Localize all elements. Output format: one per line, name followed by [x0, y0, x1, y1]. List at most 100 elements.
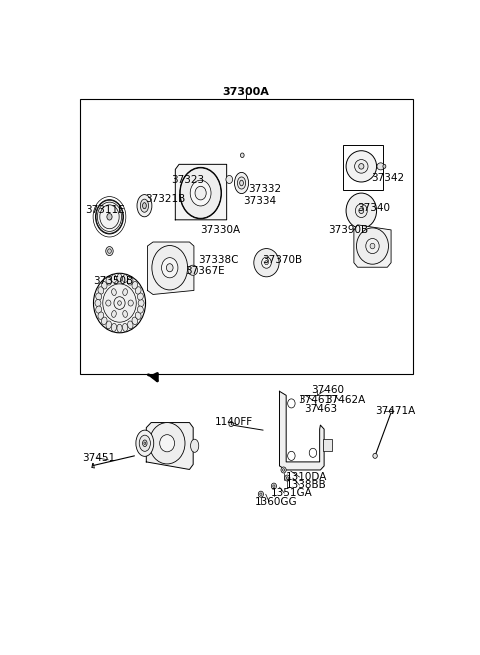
Ellipse shape	[143, 440, 147, 447]
Ellipse shape	[108, 249, 111, 253]
Text: 37323: 37323	[172, 176, 205, 185]
Text: 1351GA: 1351GA	[271, 488, 312, 498]
Ellipse shape	[355, 160, 368, 173]
Ellipse shape	[264, 261, 268, 265]
Polygon shape	[175, 164, 227, 220]
Ellipse shape	[254, 248, 279, 277]
Text: 1140FF: 1140FF	[215, 417, 252, 427]
Ellipse shape	[286, 477, 288, 479]
Ellipse shape	[288, 451, 295, 460]
Ellipse shape	[152, 246, 188, 290]
Ellipse shape	[285, 475, 290, 481]
Ellipse shape	[132, 317, 138, 325]
Text: 37463: 37463	[304, 404, 337, 415]
Ellipse shape	[106, 321, 111, 329]
Ellipse shape	[96, 293, 102, 300]
Text: 37367E: 37367E	[185, 266, 225, 276]
Ellipse shape	[97, 202, 121, 231]
Ellipse shape	[240, 180, 243, 186]
Ellipse shape	[111, 274, 117, 283]
Text: 37332: 37332	[249, 183, 282, 193]
Ellipse shape	[366, 238, 379, 253]
Ellipse shape	[262, 257, 271, 269]
Text: 37451: 37451	[83, 453, 116, 463]
Ellipse shape	[282, 469, 285, 471]
Ellipse shape	[190, 180, 211, 206]
Ellipse shape	[123, 310, 127, 318]
Text: 37311E: 37311E	[85, 205, 125, 215]
Polygon shape	[147, 242, 194, 295]
Ellipse shape	[309, 448, 317, 457]
Ellipse shape	[258, 491, 264, 497]
Ellipse shape	[390, 409, 393, 414]
Bar	[323, 439, 332, 451]
Ellipse shape	[128, 300, 133, 306]
Ellipse shape	[226, 176, 233, 183]
Ellipse shape	[143, 202, 146, 209]
Ellipse shape	[373, 453, 377, 458]
Ellipse shape	[137, 306, 144, 313]
Ellipse shape	[281, 467, 286, 473]
Text: 37471A: 37471A	[375, 407, 416, 417]
Polygon shape	[279, 391, 324, 470]
Ellipse shape	[136, 430, 154, 457]
Text: 37321B: 37321B	[145, 194, 186, 204]
Ellipse shape	[94, 273, 145, 333]
Ellipse shape	[128, 277, 133, 285]
Ellipse shape	[167, 264, 173, 272]
Ellipse shape	[135, 312, 141, 319]
Ellipse shape	[377, 163, 384, 170]
Ellipse shape	[132, 282, 138, 289]
Ellipse shape	[138, 299, 144, 307]
Ellipse shape	[188, 265, 198, 275]
Text: 37300A: 37300A	[223, 86, 269, 97]
Ellipse shape	[229, 422, 233, 426]
Ellipse shape	[96, 306, 102, 313]
Ellipse shape	[149, 422, 185, 464]
Text: 37340: 37340	[357, 202, 390, 213]
Ellipse shape	[122, 274, 128, 283]
Ellipse shape	[137, 293, 144, 300]
Ellipse shape	[260, 493, 262, 495]
Ellipse shape	[383, 164, 386, 168]
Ellipse shape	[160, 435, 175, 452]
Ellipse shape	[98, 312, 104, 319]
Ellipse shape	[95, 299, 101, 307]
Ellipse shape	[240, 153, 244, 158]
Ellipse shape	[123, 289, 127, 295]
Ellipse shape	[106, 246, 113, 255]
Ellipse shape	[346, 193, 377, 229]
Ellipse shape	[101, 317, 107, 325]
Text: 37338C: 37338C	[198, 255, 239, 265]
Text: 37460: 37460	[312, 385, 345, 395]
Text: 1360GG: 1360GG	[255, 496, 298, 507]
Ellipse shape	[128, 321, 133, 329]
Ellipse shape	[117, 274, 122, 282]
Ellipse shape	[117, 324, 122, 332]
Ellipse shape	[140, 199, 148, 212]
Ellipse shape	[359, 208, 364, 214]
Text: 37342: 37342	[371, 174, 404, 183]
Text: 37334: 37334	[243, 196, 276, 206]
Ellipse shape	[271, 483, 276, 489]
Ellipse shape	[111, 324, 117, 331]
Ellipse shape	[122, 324, 128, 331]
Polygon shape	[354, 225, 391, 267]
Text: 37350B: 37350B	[94, 276, 133, 286]
Ellipse shape	[106, 277, 111, 285]
Ellipse shape	[139, 435, 150, 451]
Ellipse shape	[112, 310, 116, 318]
Ellipse shape	[234, 172, 249, 194]
Text: 37461: 37461	[298, 396, 331, 405]
Ellipse shape	[288, 399, 295, 408]
Ellipse shape	[162, 257, 178, 278]
Polygon shape	[146, 422, 193, 470]
Text: 37462A: 37462A	[325, 396, 365, 405]
Bar	[343, 145, 383, 189]
Ellipse shape	[273, 485, 275, 487]
Text: 1310DA: 1310DA	[286, 472, 327, 482]
Bar	[81, 99, 413, 373]
Ellipse shape	[103, 284, 136, 322]
Ellipse shape	[135, 287, 141, 294]
Ellipse shape	[114, 297, 125, 309]
